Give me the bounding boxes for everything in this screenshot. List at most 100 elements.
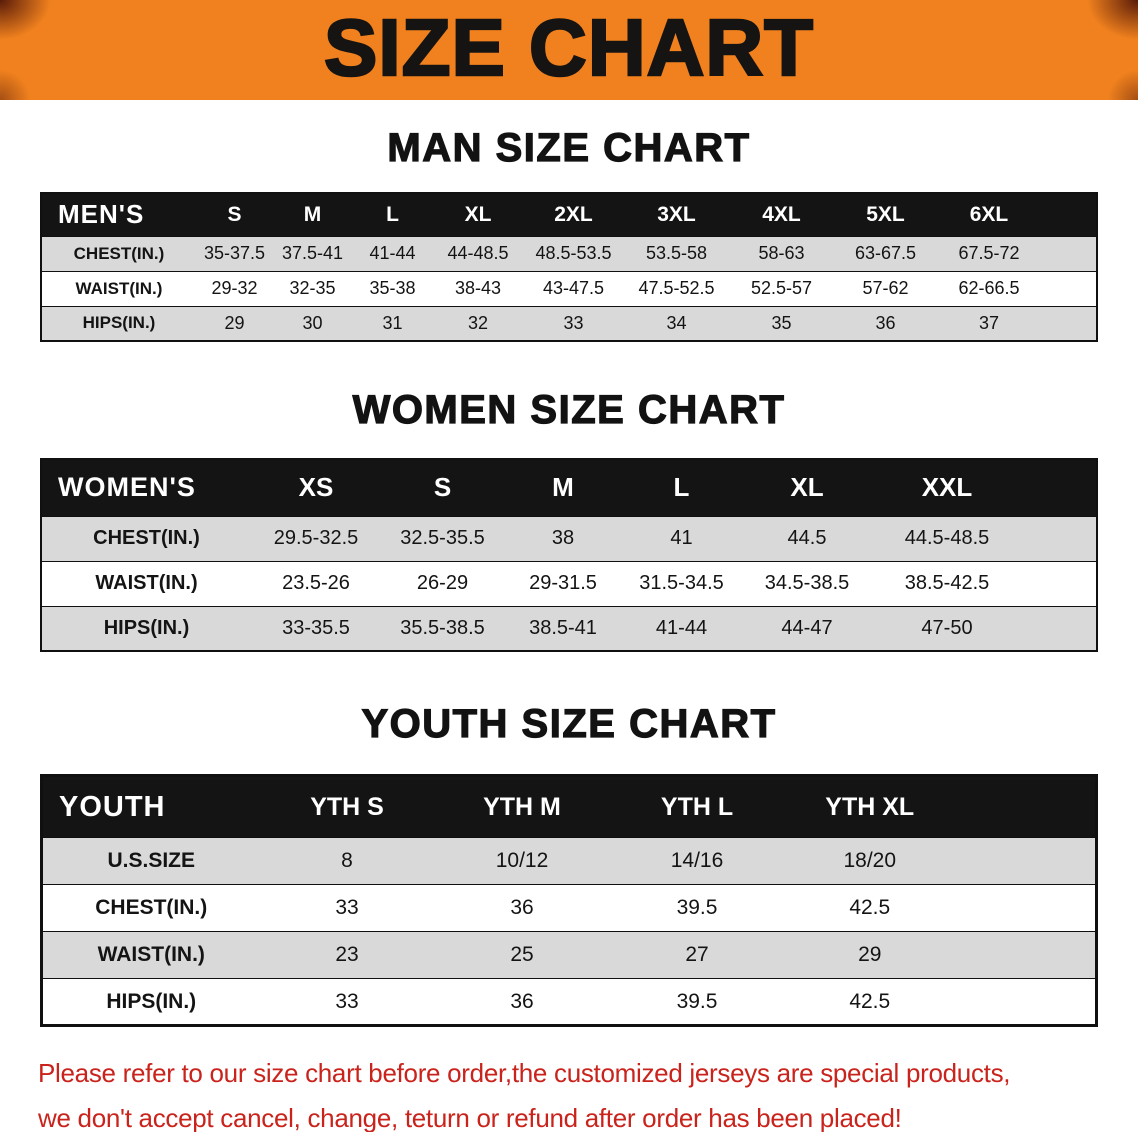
size-column-header: 4XL <box>729 192 834 237</box>
table-header-row: YOUTH YTH S YTH M YTH L YTH XL <box>41 775 1097 838</box>
measurement-value: 33 <box>259 978 435 1026</box>
men-size-table: MEN'S S M L XL 2XL 3XL 4XL 5XL 6XL CHEST(IN.) 35-37… <box>40 192 1098 342</box>
measurement-value: 29.5-32.5 <box>251 515 381 562</box>
measurement-value: 58-63 <box>729 235 834 272</box>
measurement-value: 8 <box>259 837 435 885</box>
measurement-value: 57-62 <box>834 270 937 307</box>
measurement-value: 36 <box>434 884 610 932</box>
measurement-label: HIPS(IN.) <box>41 605 251 652</box>
disclaimer: Please refer to our size chart before or… <box>38 1051 1100 1132</box>
size-column-header: 3XL <box>624 192 729 237</box>
measurement-value: 42.5 <box>784 884 1097 932</box>
measurement-value: 39.5 <box>609 978 785 1026</box>
disclaimer-line-2: we don't accept cancel, change, teturn o… <box>38 1103 902 1132</box>
men-size-section: MAN SIZE CHART MEN'S S M L XL 2XL 3XL 4XL 5XL 6XL… <box>0 125 1138 342</box>
group-label-header: MEN'S <box>41 192 196 237</box>
measurement-value: 44.5-48.5 <box>873 515 1097 562</box>
measurement-value: 38-43 <box>433 270 523 307</box>
measurement-value: 35-38 <box>352 270 433 307</box>
group-label-header: WOMEN'S <box>41 458 251 517</box>
measurement-value: 47-50 <box>873 605 1097 652</box>
measurement-label: HIPS(IN.) <box>41 305 196 342</box>
size-column-header: YTH S <box>259 775 435 838</box>
measurement-value: 53.5-58 <box>624 235 729 272</box>
measurement-value: 33 <box>523 305 624 342</box>
measurement-value: 34.5-38.5 <box>741 560 873 607</box>
measurement-value: 23.5-26 <box>251 560 381 607</box>
size-column-header: XL <box>433 192 523 237</box>
measurement-value: 26-29 <box>381 560 504 607</box>
size-column-header: L <box>352 192 433 237</box>
measurement-value: 44.5 <box>741 515 873 562</box>
measurement-row: CHEST(IN.) 33 36 39.5 42.5 <box>41 884 1097 932</box>
women-size-section: WOMEN SIZE CHART WOMEN'S XS S M L XL XXL CHEST(… <box>0 387 1138 652</box>
measurement-value: 31.5-34.5 <box>622 560 741 607</box>
measurement-value: 42.5 <box>784 978 1097 1026</box>
measurement-value: 37 <box>937 305 1097 342</box>
measurement-label: CHEST(IN.) <box>41 515 251 562</box>
measurement-row: HIPS(IN.) 33 36 39.5 42.5 <box>41 978 1097 1026</box>
measurement-value: 29 <box>196 305 273 342</box>
men-section-heading: MAN SIZE CHART <box>387 125 751 170</box>
measurement-value: 30 <box>273 305 352 342</box>
table-header-row: MEN'S S M L XL 2XL 3XL 4XL 5XL 6XL <box>41 192 1097 237</box>
size-column-header: S <box>196 192 273 237</box>
youth-size-table: YOUTH YTH S YTH M YTH L YTH XL U.S.SIZE 8 10/12… <box>40 774 1098 1027</box>
measurement-value: 36 <box>434 978 610 1026</box>
measurement-value: 39.5 <box>609 884 785 932</box>
measurement-value: 32 <box>433 305 523 342</box>
measurement-value: 35.5-38.5 <box>381 605 504 652</box>
measurement-value: 32-35 <box>273 270 352 307</box>
measurement-value: 14/16 <box>609 837 785 885</box>
size-column-header: M <box>504 458 622 517</box>
measurement-value: 37.5-41 <box>273 235 352 272</box>
women-section-heading: WOMEN SIZE CHART <box>352 387 786 432</box>
measurement-value: 10/12 <box>434 837 610 885</box>
measurement-value: 31 <box>352 305 433 342</box>
measurement-label: HIPS(IN.) <box>41 978 260 1026</box>
size-column-header: 6XL <box>937 192 1097 237</box>
measurement-value: 41-44 <box>622 605 741 652</box>
measurement-row: U.S.SIZE 8 10/12 14/16 18/20 <box>41 837 1097 885</box>
measurement-value: 38 <box>504 515 622 562</box>
measurement-label: WAIST(IN.) <box>41 270 196 307</box>
measurement-value: 44-48.5 <box>433 235 523 272</box>
measurement-row: WAIST(IN.) 23 25 27 29 <box>41 931 1097 979</box>
size-chart-banner: SIZE CHART <box>0 0 1138 100</box>
size-column-header: M <box>273 192 352 237</box>
size-column-header: 2XL <box>523 192 624 237</box>
measurement-value: 41 <box>622 515 741 562</box>
measurement-value: 29 <box>784 931 1097 979</box>
measurement-value: 18/20 <box>784 837 1097 885</box>
measurement-row: CHEST(IN.) 35-37.5 37.5-41 41-44 44-48.5 48.5… <box>41 235 1097 272</box>
measurement-row: WAIST(IN.) 23.5-26 26-29 29-31.5 31.5-34.5 34… <box>41 560 1097 607</box>
disclaimer-line-1: Please refer to our size chart before or… <box>38 1058 1011 1088</box>
measurement-value: 35 <box>729 305 834 342</box>
youth-section-heading: YOUTH SIZE CHART <box>361 701 777 746</box>
measurement-row: HIPS(IN.) 33-35.5 35.5-38.5 38.5-41 41-44 44-… <box>41 605 1097 652</box>
size-column-header: YTH XL <box>784 775 1097 838</box>
measurement-value: 43-47.5 <box>523 270 624 307</box>
size-column-header: YTH L <box>609 775 785 838</box>
measurement-label: CHEST(IN.) <box>41 235 196 272</box>
youth-size-section: YOUTH SIZE CHART YOUTH YTH S YTH M YTH L YTH… <box>0 701 1138 1027</box>
measurement-value: 25 <box>434 931 610 979</box>
measurement-label: WAIST(IN.) <box>41 560 251 607</box>
measurement-value: 41-44 <box>352 235 433 272</box>
measurement-label: CHEST(IN.) <box>41 884 260 932</box>
banner-title: SIZE CHART <box>323 3 815 92</box>
measurement-label: U.S.SIZE <box>41 837 260 885</box>
measurement-value: 44-47 <box>741 605 873 652</box>
measurement-value: 34 <box>624 305 729 342</box>
table-header-row: WOMEN'S XS S M L XL XXL <box>41 458 1097 517</box>
measurement-value: 38.5-42.5 <box>873 560 1097 607</box>
measurement-row: CHEST(IN.) 29.5-32.5 32.5-35.5 38 41 44.5 44.5… <box>41 515 1097 562</box>
measurement-value: 38.5-41 <box>504 605 622 652</box>
measurement-label: WAIST(IN.) <box>41 931 260 979</box>
size-column-header: 5XL <box>834 192 937 237</box>
measurement-value: 52.5-57 <box>729 270 834 307</box>
measurement-value: 35-37.5 <box>196 235 273 272</box>
measurement-value: 23 <box>259 931 435 979</box>
size-column-header: XL <box>741 458 873 517</box>
